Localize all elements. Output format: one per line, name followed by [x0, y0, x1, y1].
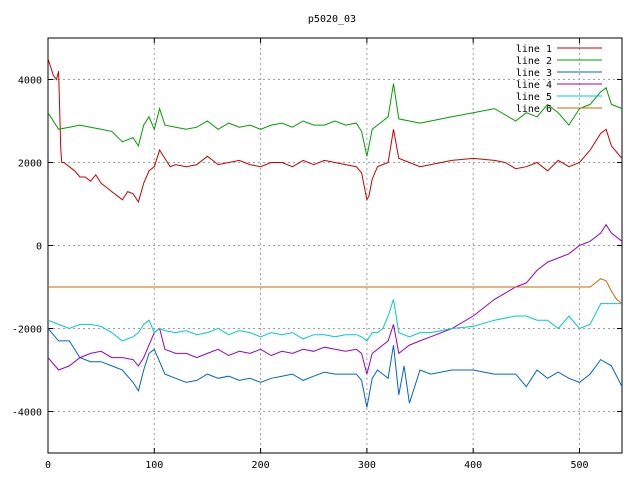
- y-tick-label: -2000: [12, 325, 42, 336]
- x-tick-label: 400: [464, 460, 482, 471]
- series-line-4: [48, 223, 622, 375]
- legend-label: line 4: [516, 80, 552, 91]
- series-line-3: [48, 328, 622, 408]
- series-group: [48, 58, 622, 408]
- legend-label: line 6: [516, 104, 552, 115]
- series-line-6: [48, 278, 622, 304]
- x-tick-label: 100: [145, 460, 163, 471]
- legend-label: line 3: [516, 68, 552, 79]
- x-tick-label: 300: [358, 460, 376, 471]
- y-tick-label: -4000: [12, 408, 42, 419]
- x-tick-label: 0: [45, 460, 51, 471]
- legend-label: line 5: [516, 92, 552, 103]
- y-tick-label: 0: [36, 242, 42, 253]
- series-line-5: [48, 299, 622, 342]
- axes: 0 100 200 300 400 500 -4000 -2000 0 2000 4000: [12, 37, 623, 471]
- series-line-1: [48, 58, 622, 204]
- y-tick-label: 2000: [18, 159, 42, 170]
- y-tick-label: 4000: [18, 76, 42, 87]
- chart-title: p5020_03: [308, 14, 356, 25]
- x-tick-label: 500: [570, 460, 588, 471]
- legend-label: line 2: [516, 56, 552, 67]
- series-line-2: [48, 83, 622, 157]
- legend-label: line 1: [516, 44, 552, 55]
- x-tick-label: 200: [252, 460, 270, 471]
